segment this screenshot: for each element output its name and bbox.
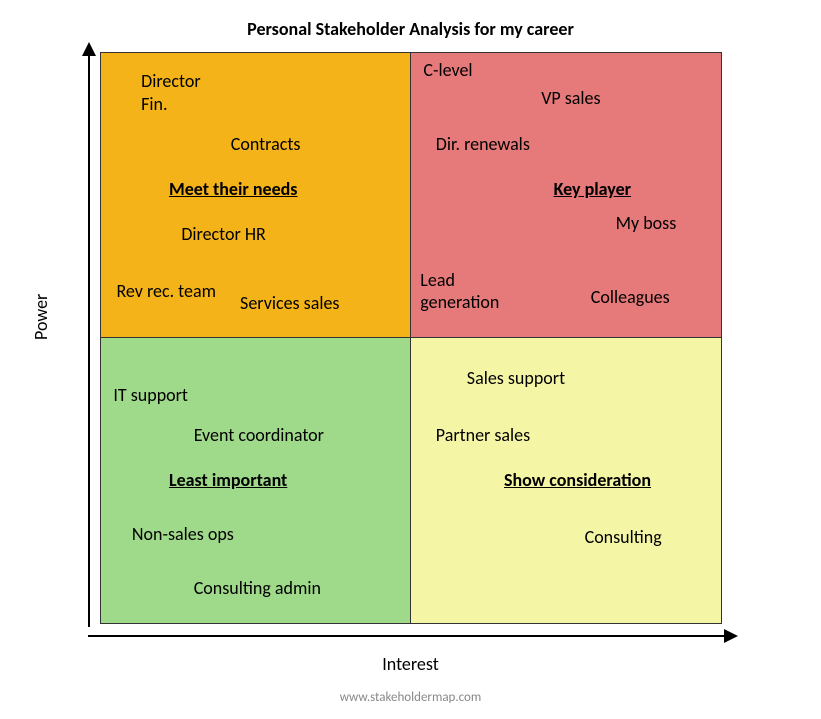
y-axis-label: Power [30, 294, 52, 340]
quadrant-grid: Meet their needs Director Fin. Contracts Di… [100, 52, 722, 624]
stakeholder-label: Director Fin. [141, 70, 200, 115]
quadrant-show-consideration: Show consideration Sales support Partner s… [411, 338, 721, 623]
x-axis-label: Interest [0, 653, 821, 675]
quadrant-label: Meet their needs [169, 178, 298, 200]
stakeholder-label: C-level [423, 59, 472, 82]
stakeholder-analysis-diagram: Personal Stakeholder Analysis for my car… [0, 0, 821, 719]
stakeholder-label: Consulting admin [194, 577, 321, 600]
quadrant-label: Show consideration [504, 469, 651, 491]
stakeholder-label: Contracts [231, 133, 301, 156]
y-axis-arrow [88, 52, 90, 627]
stakeholder-label: Colleagues [591, 286, 670, 309]
quadrant-label: Least important [169, 469, 287, 491]
chart-title: Personal Stakeholder Analysis for my car… [0, 18, 821, 40]
x-axis-arrow [88, 635, 728, 637]
stakeholder-label: Rev rec. team [116, 280, 216, 303]
stakeholder-label: VP sales [541, 87, 600, 110]
stakeholder-label: Director HR [181, 223, 266, 246]
stakeholder-label: Dir. renewals [436, 133, 530, 156]
stakeholder-label: Consulting [585, 526, 662, 549]
stakeholder-label: Sales support [467, 367, 565, 390]
quadrant-least-important: Least important IT support Event coordinat… [101, 338, 411, 623]
quadrant-meet-their-needs: Meet their needs Director Fin. Contracts Di… [101, 53, 411, 338]
stakeholder-label: Non-sales ops [132, 523, 234, 546]
stakeholder-label: Services sales [240, 292, 339, 315]
stakeholder-label: My boss [616, 212, 677, 235]
stakeholder-label: Partner sales [436, 424, 530, 447]
quadrant-key-player: Key player C-level VP sales Dir. renewals My… [411, 53, 721, 338]
stakeholder-label: IT support [113, 384, 188, 407]
footer-attribution: www.stakeholdermap.com [0, 690, 821, 705]
quadrant-label: Key player [554, 178, 631, 200]
stakeholder-label: Event coordinator [194, 424, 324, 447]
stakeholder-label: Lead generation [420, 269, 499, 314]
